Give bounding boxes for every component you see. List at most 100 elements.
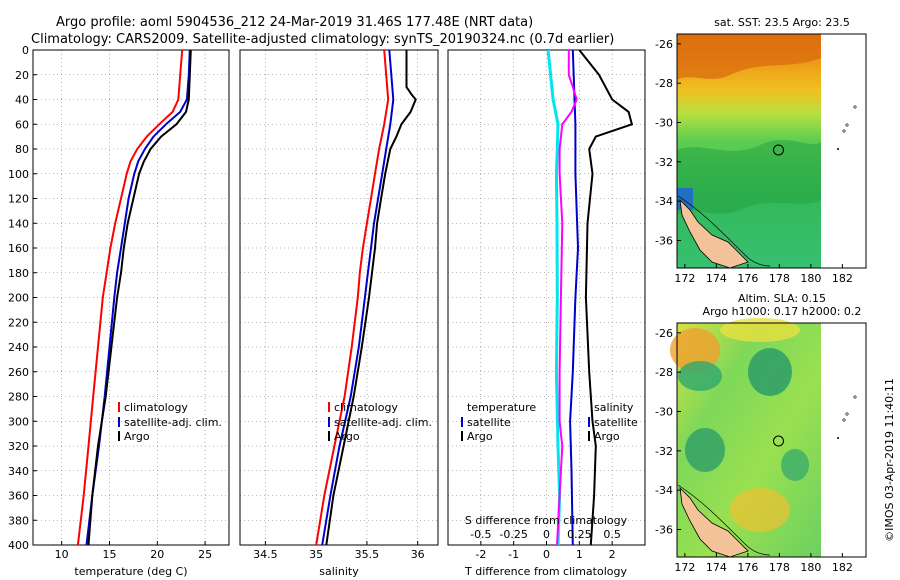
temperature-tick-label: 25	[198, 548, 212, 561]
legend-label-argo: Argo	[334, 430, 360, 443]
map-lon-tick-label: 176	[737, 561, 758, 574]
depth-tick-label: 340	[8, 465, 29, 478]
salinity-panel: 34.5 35 35.5 36 salinity climatology satell…	[239, 49, 439, 578]
map-lon-tick-label: 174	[706, 561, 727, 574]
figure-title-line1: Argo profile: aoml 5904536_212 24-Mar-20…	[56, 15, 533, 30]
sst-map-frame	[676, 33, 867, 269]
s-difference-tick-label: -0.25	[499, 528, 527, 541]
legend-title-temperature: temperature	[467, 401, 536, 414]
sst-bathymetry-contour	[677, 195, 771, 267]
salinity-lines	[315, 49, 417, 546]
map-lon-tick-label: 172	[674, 561, 695, 574]
t-difference-tick-label: 1	[576, 548, 583, 561]
sst-cool-band	[677, 140, 821, 215]
depth-tick-label: 20	[15, 69, 29, 82]
t-difference-tick-label: 2	[609, 548, 616, 561]
depth-axis-ticks: 0 20 40 60 80 100 120 140 160 180 200 220 240 260 280 3…	[8, 44, 37, 552]
sla-map-frame	[676, 322, 867, 558]
sla-bathymetry-contour	[677, 484, 771, 556]
s-difference-tick-label: -0.5	[470, 528, 491, 541]
land-northland	[679, 198, 749, 269]
depth-tick-label: 100	[8, 168, 29, 181]
sla-low-anomaly	[685, 428, 725, 472]
imos-credit: ©IMOS 03-Apr-2019 11:40:11	[883, 378, 896, 542]
depth-tick-label: 280	[8, 391, 29, 404]
s-difference-axis-ticks: -0.5 -0.25 0 0.25 0.5	[470, 528, 621, 541]
legend-label-temp-satellite: satellite	[467, 416, 511, 429]
map-lat-tick-label: -30	[655, 116, 673, 129]
salinity-tick-label: 35.5	[355, 548, 380, 561]
map-lat-tick-label: -34	[655, 484, 673, 497]
map-lat-tick-label: -32	[655, 156, 673, 169]
depth-tick-label: 320	[8, 440, 29, 453]
figure-title-line2: Climatology: CARS2009. Satellite-adjuste…	[31, 32, 614, 47]
island-marker	[842, 129, 846, 133]
island-marker	[842, 418, 846, 422]
map-lat-tick-label: -34	[655, 195, 673, 208]
salinity-tick-label: 35	[309, 548, 323, 561]
map-lon-tick-label: 176	[737, 272, 758, 285]
depth-tick-label: 140	[8, 217, 29, 230]
sla-low-anomaly	[678, 361, 722, 391]
map-lat-tick-label: -26	[655, 327, 673, 340]
map-lat-tick-label: -26	[655, 38, 673, 51]
map-lon-tick-label: 178	[769, 272, 790, 285]
sst-warm-patch	[677, 34, 821, 80]
legend-label-climatology: climatology	[124, 401, 188, 414]
depth-tick-label: 260	[8, 366, 29, 379]
salinity-legend: climatology satellite-adj. clim. Argo	[328, 401, 432, 443]
temperature-legend: climatology satellite-adj. clim. Argo	[118, 401, 222, 443]
depth-tick-label: 160	[8, 242, 29, 255]
sla-low-anomaly	[748, 348, 792, 396]
depth-tick-label: 80	[15, 143, 29, 156]
temperature-tick-label: 10	[55, 548, 69, 561]
temperature-panel: 0 20 40 60 80 100 120 140 160 180 200 220 240 260 280 3…	[8, 44, 230, 578]
sst-map-title: sat. SST: 23.5 Argo: 23.5	[714, 16, 850, 29]
depth-tick-label: 120	[8, 193, 29, 206]
difference-legend: temperature satellite Argo salinity sate…	[461, 401, 638, 443]
argo-float-marker-sla	[773, 435, 784, 447]
legend-label-sal-argo: Argo	[594, 430, 620, 443]
sal-diff-satellite-line	[569, 49, 580, 546]
island-marker	[837, 148, 839, 150]
depth-tick-label: 40	[15, 94, 29, 107]
sla-low-anomaly	[781, 449, 809, 481]
temperature-grid	[33, 49, 229, 546]
island-marker	[837, 437, 839, 439]
salinity-plot-frame	[239, 49, 439, 546]
s-difference-tick-label: 0.5	[603, 528, 621, 541]
depth-tick-label: 0	[22, 44, 29, 57]
map-lon-tick-label: 182	[832, 561, 853, 574]
land-northland	[679, 486, 749, 558]
t-difference-tick-label: -2	[475, 548, 486, 561]
temp-diff-satellite-line	[546, 49, 562, 546]
depth-tick-label: 180	[8, 267, 29, 280]
salinity-climatology-line	[315, 49, 390, 546]
salinity-tick-label: 36	[411, 548, 425, 561]
depth-tick-label: 200	[8, 292, 29, 305]
salinity-tick-label: 34.5	[253, 548, 278, 561]
temperature-tick-label: 20	[150, 548, 164, 561]
map-lon-tick-label: 174	[706, 272, 727, 285]
difference-lines	[546, 49, 634, 546]
t-difference-tick-label: 0	[543, 548, 550, 561]
map-lon-tick-label: 180	[800, 561, 821, 574]
temperature-axis-label: temperature (deg C)	[74, 565, 187, 578]
map-lat-tick-label: -36	[655, 234, 673, 247]
s-difference-axis-label: S difference from climatology	[465, 514, 628, 527]
t-difference-axis-label: T difference from climatology	[464, 565, 627, 578]
sla-map: Altim. SLA: 0.15 Argo h1000: 0.17 h2000:…	[655, 292, 867, 574]
depth-tick-label: 360	[8, 490, 29, 503]
legend-label-climatology: climatology	[334, 401, 398, 414]
legend-label-argo: Argo	[124, 430, 150, 443]
map-lat-tick-label: -36	[655, 523, 673, 536]
map-lat-tick-label: -30	[655, 405, 673, 418]
salinity-satellite-line	[321, 49, 395, 546]
argo-float-marker-sst	[773, 144, 784, 156]
legend-label-temp-argo: Argo	[467, 430, 493, 443]
sla-map-title-1: Altim. SLA: 0.15	[738, 292, 826, 305]
sla-map-title-2: Argo h1000: 0.17 h2000: 0.2	[703, 305, 862, 318]
difference-grid	[448, 49, 645, 546]
island-marker	[853, 395, 857, 399]
